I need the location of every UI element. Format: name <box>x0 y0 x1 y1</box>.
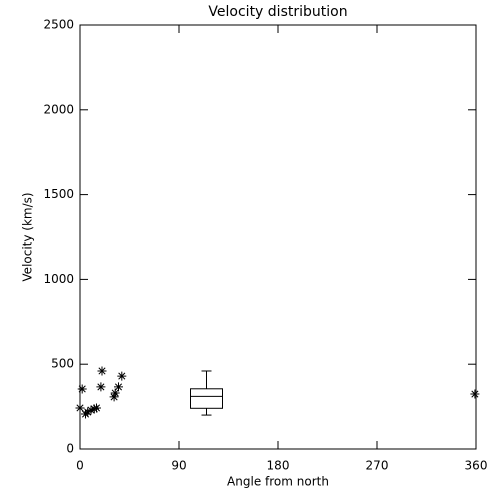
point <box>83 407 93 417</box>
point-stroke <box>77 384 87 394</box>
y-tick-label: 1000 <box>43 272 74 286</box>
x-tick-label: 270 <box>366 459 389 473</box>
x-axis-label: Angle from north <box>227 475 329 489</box>
x-tick-label: 180 <box>267 459 290 473</box>
y-axis-label: Velocity (km/s) <box>21 192 35 281</box>
point <box>92 403 101 413</box>
x-tick-label: 360 <box>465 459 488 473</box>
box <box>190 388 223 409</box>
x-tick-label: 90 <box>171 459 186 473</box>
point <box>114 382 123 392</box>
point-stroke <box>92 403 101 413</box>
point-stroke <box>110 388 120 398</box>
point <box>97 366 107 376</box>
point <box>110 388 120 398</box>
point <box>109 392 119 402</box>
y-tick-label: 2500 <box>43 18 74 32</box>
y-tick-label: 0 <box>66 442 74 456</box>
point-stroke <box>470 389 480 399</box>
point-stroke <box>114 382 123 392</box>
point-stroke <box>117 371 127 381</box>
point <box>75 403 85 413</box>
x-tick-label: 0 <box>76 459 84 473</box>
point <box>77 384 87 394</box>
y-tick-label: 1500 <box>43 187 74 201</box>
point <box>117 371 127 381</box>
point-stroke <box>96 382 106 392</box>
point-stroke <box>109 392 119 402</box>
point <box>470 389 480 399</box>
chart-title: Velocity distribution <box>208 4 347 20</box>
point-stroke <box>75 403 85 413</box>
point-stroke <box>89 404 99 414</box>
point <box>86 405 96 415</box>
point-stroke <box>83 407 93 417</box>
point <box>89 404 99 414</box>
point-stroke <box>97 366 107 376</box>
y-tick-label: 500 <box>51 357 74 371</box>
plot-frame <box>79 24 477 450</box>
y-tick-label: 2000 <box>43 102 74 116</box>
point-stroke <box>86 405 96 415</box>
point <box>96 382 106 392</box>
